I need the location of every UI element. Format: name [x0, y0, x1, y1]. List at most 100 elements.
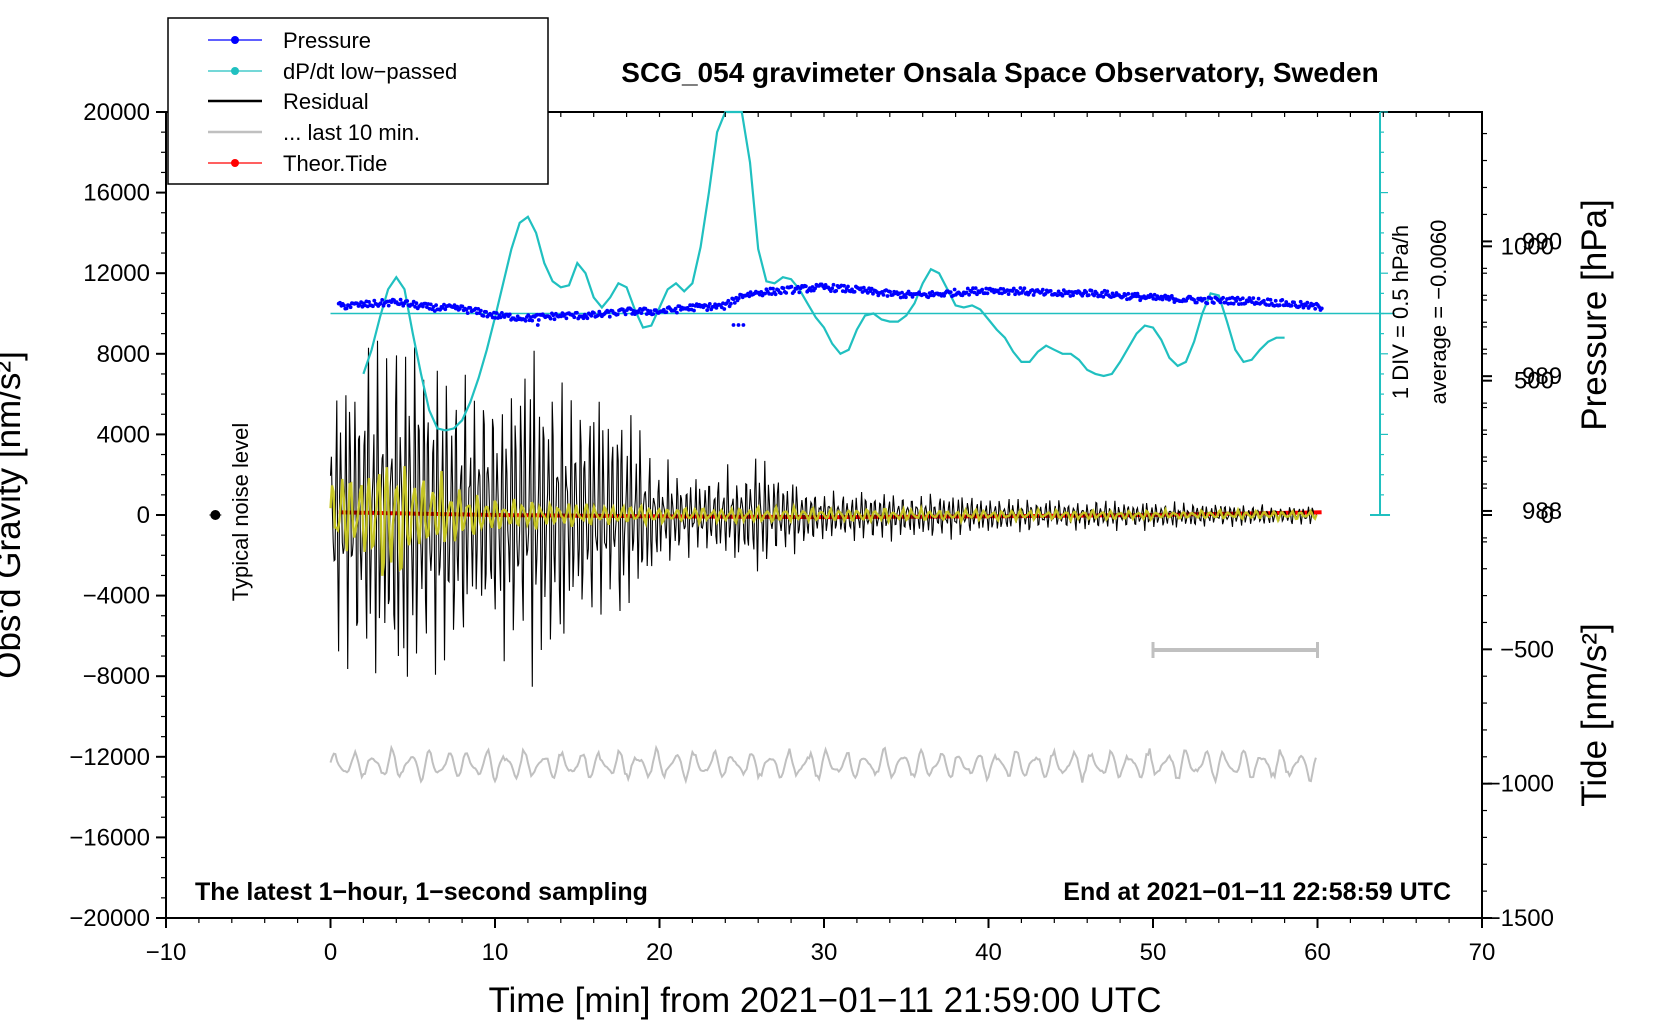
pressure-point — [1262, 298, 1266, 303]
pressure-point — [481, 314, 486, 318]
pressure-point — [1048, 289, 1053, 293]
pressure-point — [548, 316, 553, 321]
pressure-point — [910, 295, 915, 299]
pressure-point — [763, 291, 767, 296]
pressure-point — [1105, 289, 1110, 294]
pressure-point — [792, 289, 796, 294]
pressure-point — [1250, 300, 1254, 304]
pressure-point — [1060, 293, 1065, 298]
pressure-point — [779, 291, 783, 296]
x-tick-label: 20 — [646, 939, 673, 966]
pressure-point — [552, 317, 557, 322]
pressure-point — [688, 303, 692, 308]
pressure-point — [1022, 286, 1027, 291]
pressure-point — [929, 293, 933, 298]
pressure-point — [1110, 291, 1115, 296]
legend-item-pressure: Pressure — [208, 28, 371, 53]
pressure-point — [1243, 301, 1248, 306]
pressure-point — [861, 285, 866, 290]
pressure-point — [789, 284, 794, 289]
pressure-point — [1212, 301, 1216, 305]
series-pressure — [336, 282, 1324, 327]
pressure-point — [1101, 295, 1106, 299]
pressure-point — [830, 286, 835, 291]
pressure-point — [952, 287, 957, 292]
pressure-point — [985, 291, 990, 296]
pressure-point — [1061, 288, 1066, 293]
y-tick-label: −8000 — [83, 663, 150, 690]
tide-tick-label: 1000 — [1501, 233, 1554, 260]
pressure-point — [536, 318, 541, 322]
pressure-point — [1221, 295, 1225, 300]
pressure-point — [344, 306, 349, 311]
pressure-point — [1138, 298, 1143, 303]
y-tick-label: 4000 — [97, 421, 150, 448]
pressure-point — [967, 292, 971, 297]
pressure-point — [526, 313, 531, 318]
pressure-point — [773, 292, 778, 297]
pressure-point — [367, 300, 371, 304]
legend-label-last10: ... last 10 min. — [283, 120, 420, 145]
y-tick-label: −20000 — [69, 905, 150, 932]
pressure-point — [443, 307, 448, 312]
pressure-point — [930, 290, 935, 294]
pressure-point — [888, 289, 892, 294]
pressure-point — [1268, 297, 1273, 302]
pressure-point — [843, 289, 848, 294]
pressure-point — [1247, 296, 1252, 300]
pressure-point — [348, 305, 353, 310]
pressure-point — [372, 298, 377, 303]
pressure-point — [726, 298, 731, 303]
pressure-point — [1235, 295, 1240, 300]
pressure-point — [813, 286, 817, 291]
y-axis-label-pressure: Pressure [hPa] — [1575, 199, 1614, 431]
x-tick-label: 50 — [1140, 939, 1167, 966]
pressure-point — [1013, 292, 1017, 297]
pressure-outlier-point — [731, 323, 736, 327]
pressure-point — [804, 284, 808, 289]
tide-tick-label: 500 — [1514, 368, 1554, 395]
pressure-outlier-point — [535, 323, 540, 327]
x-tick-label: 60 — [1304, 939, 1331, 966]
pressure-point — [592, 311, 596, 315]
pressure-point — [1069, 290, 1074, 294]
pressure-point — [507, 312, 512, 317]
pressure-point — [1292, 300, 1296, 305]
pressure-point — [729, 301, 733, 306]
legend-item-dpdt: dP/dt low−passed — [208, 59, 457, 84]
pressure-point — [692, 308, 696, 313]
pressure-point — [428, 302, 433, 307]
pressure-point — [960, 293, 965, 298]
pressure-point — [414, 301, 419, 306]
tide-tick-label: 0 — [1541, 502, 1554, 529]
pressure-point — [460, 304, 465, 309]
pressure-point — [623, 312, 628, 317]
pressure-point — [964, 290, 969, 295]
pressure-point — [1209, 296, 1214, 301]
pressure-point — [1218, 300, 1223, 305]
dpdt-average-label: average = −0.0060 — [1426, 220, 1451, 405]
pressure-point — [405, 299, 410, 303]
tide-tick-label: −1000 — [1487, 771, 1554, 798]
pressure-point — [736, 296, 741, 301]
y-tick-label: −16000 — [69, 824, 150, 851]
pressure-point — [410, 302, 415, 307]
pressure-point — [771, 286, 775, 291]
pressure-point — [572, 315, 577, 320]
pressure-point — [1234, 299, 1239, 303]
pressure-point — [942, 293, 946, 298]
pressure-point — [1094, 291, 1099, 296]
pressure-point — [1086, 293, 1091, 297]
pressure-point — [871, 291, 875, 296]
y-tick-label: −4000 — [83, 583, 150, 610]
pressure-point — [455, 304, 460, 309]
pressure-point — [1001, 287, 1006, 291]
pressure-point — [493, 316, 498, 320]
x-tick-label: 40 — [975, 939, 1002, 966]
pressure-point — [523, 318, 528, 323]
pressure-point — [1319, 306, 1324, 311]
pressure-point — [1202, 296, 1207, 301]
legend-marker-tide — [231, 159, 239, 167]
pressure-point — [438, 307, 442, 312]
